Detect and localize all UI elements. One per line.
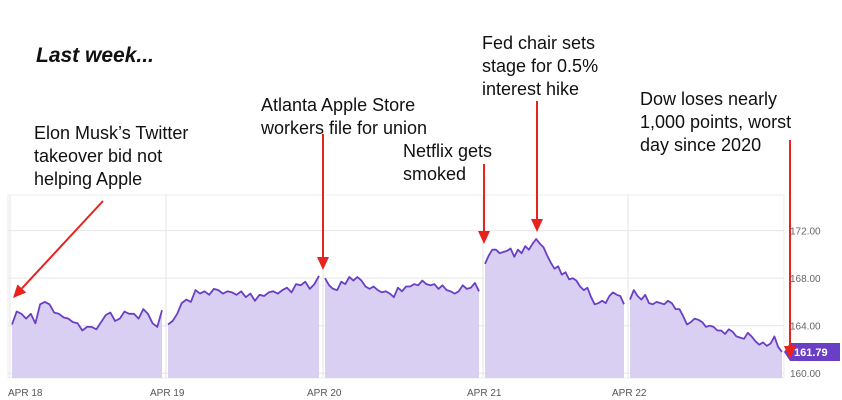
y-tick-label: 172.00 xyxy=(790,227,821,238)
price-line-segment xyxy=(484,238,625,306)
annotation-arrow-shaft xyxy=(21,200,104,290)
y-tick-label: 160.00 xyxy=(790,369,821,380)
last-value-badge: 161.79 xyxy=(784,342,840,361)
annotation-line: workers file for union xyxy=(261,118,428,138)
x-tick-label: APR 21 xyxy=(467,388,502,399)
price-area-segment xyxy=(12,301,162,378)
annotation-line: takeover bid not xyxy=(34,146,163,166)
annotation-line: day since 2020 xyxy=(640,135,762,155)
annotation-line: Fed chair sets xyxy=(482,33,596,53)
annotation-line: 1,000 points, worst xyxy=(640,112,792,132)
x-tick-label: APR 18 xyxy=(8,388,43,399)
annotation-arrow-head xyxy=(784,346,796,359)
x-axis: APR 18 APR 19 APR 20 APR 21 APR 22 xyxy=(8,388,647,399)
price-line-segment xyxy=(167,275,320,326)
annotation-arrows xyxy=(13,101,796,359)
annotation-musk-twitter: Elon Musk’s Twitter takeover bid not hel… xyxy=(34,122,188,191)
price-line-segment xyxy=(629,289,783,353)
annotation-line: Atlanta Apple Store xyxy=(261,95,416,115)
y-axis: 160.00 164.00 168.00 172.00 xyxy=(790,227,821,381)
annotation-line: interest hike xyxy=(482,79,580,99)
x-tick-label: APR 19 xyxy=(150,388,185,399)
annotation-arrow-head xyxy=(478,231,490,244)
price-area-segment xyxy=(630,290,782,378)
x-tick-label: APR 22 xyxy=(612,388,647,399)
annotation-line: Netflix gets xyxy=(403,141,493,161)
annotation-line: helping Apple xyxy=(34,169,143,189)
annotation-netflix: Netflix gets smoked xyxy=(403,140,492,186)
price-area xyxy=(12,239,782,378)
y-tick-label: 164.00 xyxy=(790,322,821,333)
chart-heading: Last week... xyxy=(36,44,154,67)
annotation-atlanta-union: Atlanta Apple Store workers file for uni… xyxy=(261,94,427,140)
last-value-badge-shape xyxy=(784,342,840,361)
annotation-arrow-head xyxy=(531,219,543,232)
price-area-segment xyxy=(485,239,624,378)
annotation-dow-drop: Dow loses nearly 1,000 points, worst day… xyxy=(640,88,791,157)
annotation-fed-chair: Fed chair sets stage for 0.5% interest h… xyxy=(482,32,598,101)
annotation-arrow-head xyxy=(13,284,27,298)
annotation-line: smoked xyxy=(403,164,467,184)
annotation-line: Elon Musk’s Twitter xyxy=(34,123,189,143)
price-area-segment xyxy=(168,275,319,378)
last-value-label: 161.79 xyxy=(794,347,828,359)
price-line-segment xyxy=(11,301,163,332)
price-line-segment xyxy=(324,276,480,299)
annotation-line: Dow loses nearly xyxy=(640,89,778,109)
price-lines xyxy=(11,238,783,353)
x-tick-label: APR 20 xyxy=(307,388,342,399)
annotation-arrow-head xyxy=(317,257,329,270)
y-tick-label: 168.00 xyxy=(790,274,821,285)
annotation-line: stage for 0.5% xyxy=(482,56,599,76)
price-area-segment xyxy=(325,277,479,378)
